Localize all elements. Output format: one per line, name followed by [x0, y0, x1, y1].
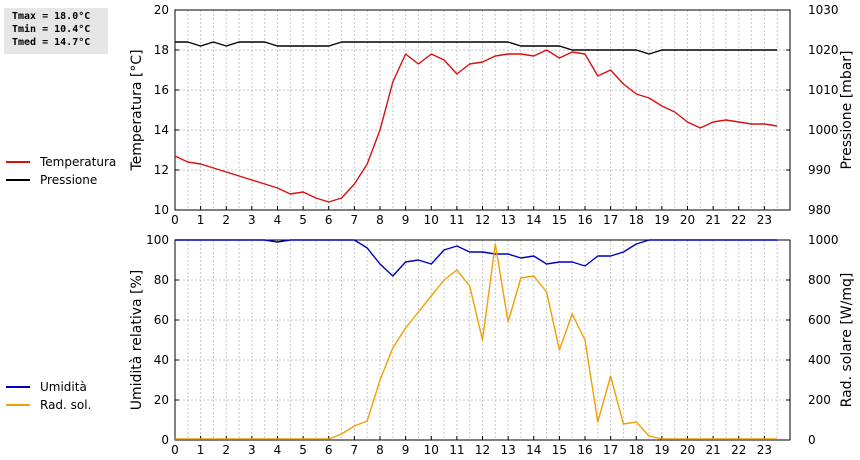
panel2-x-tick-label: 8	[376, 443, 384, 457]
panel1-y-tick-label: 12	[154, 163, 169, 177]
panel2-x-tick-label: 2	[222, 443, 230, 457]
panel1-y-tick-label: 10	[154, 203, 169, 217]
panel2-x-tick-label: 11	[449, 443, 464, 457]
panel2-x-tick-label: 10	[424, 443, 439, 457]
panel1-y2-tick-label: 980	[808, 203, 831, 217]
panel1-x-tick-label: 16	[577, 213, 592, 227]
panel1-x-tick-label: 19	[654, 213, 669, 227]
panel1-y2-tick-label: 1030	[808, 3, 839, 17]
panel2-y2-axis-label: Rad. solare [W/mq]	[839, 273, 855, 408]
panel2-x-tick-label: 20	[680, 443, 695, 457]
panel1-x-tick-label: 13	[500, 213, 515, 227]
panel2-x-tick-label: 3	[248, 443, 256, 457]
panel1-x-tick-label: 17	[603, 213, 618, 227]
panel1-x-tick-label: 14	[526, 213, 541, 227]
panel2-x-tick-label: 13	[500, 443, 515, 457]
panel1-x-tick-label: 3	[248, 213, 256, 227]
panel1-y2-axis-label: Pressione [mbar]	[839, 50, 855, 169]
panel2-y2-tick-label: 200	[808, 393, 831, 407]
panel1-y2-tick-label: 990	[808, 163, 831, 177]
stat-tmax: Tmax = 18.0°C	[12, 11, 91, 22]
panel2-y-tick-label: 0	[161, 433, 169, 447]
panel2-y2-tick-label: 0	[808, 433, 816, 447]
panel2-x-tick-label: 5	[299, 443, 307, 457]
panel2-y-axis-label: Umidità relativa [%]	[129, 270, 145, 411]
panel2-x-tick-label: 7	[351, 443, 359, 457]
panel2-x-tick-label: 12	[475, 443, 490, 457]
panel1-x-tick-label: 9	[402, 213, 410, 227]
panel2-x-tick-label: 19	[654, 443, 669, 457]
panel2-legend-label-2: Rad. sol.	[40, 398, 91, 412]
panel2-legend-label-1: Umidità	[40, 380, 87, 394]
panel2-x-tick-label: 22	[731, 443, 746, 457]
panel2-x-tick-label: 15	[552, 443, 567, 457]
panel1-x-tick-label: 23	[757, 213, 772, 227]
panel2-y2-tick-label: 800	[808, 273, 831, 287]
panel2-x-tick-label: 1	[197, 443, 205, 457]
panel1-x-tick-label: 15	[552, 213, 567, 227]
panel2-x-tick-label: 4	[274, 443, 282, 457]
panel1-y2-tick-label: 1020	[808, 43, 839, 57]
panel2-y-tick-label: 40	[154, 353, 169, 367]
panel2-y-tick-label: 80	[154, 273, 169, 287]
panel2-x-tick-label: 6	[325, 443, 333, 457]
panel1-x-tick-label: 22	[731, 213, 746, 227]
stat-tmin: Tmin = 10.4°C	[12, 24, 91, 35]
panel1-y-tick-label: 20	[154, 3, 169, 17]
panel1-x-tick-label: 8	[376, 213, 384, 227]
panel1-x-tick-label: 12	[475, 213, 490, 227]
panel1-x-tick-label: 4	[274, 213, 282, 227]
panel2-x-tick-label: 21	[705, 443, 720, 457]
panel2-series-line-2	[175, 243, 778, 440]
panel1-x-tick-label: 5	[299, 213, 307, 227]
panel1-x-tick-label: 2	[222, 213, 230, 227]
panel1-x-tick-label: 1	[197, 213, 205, 227]
panel2-series-line-1	[175, 239, 778, 277]
panel1-x-tick-label: 6	[325, 213, 333, 227]
panel2-x-tick-label: 23	[757, 443, 772, 457]
panel2-x-tick-label: 16	[577, 443, 592, 457]
panel1-x-tick-label: 18	[629, 213, 644, 227]
panel1-legend-label-2: Pressione	[40, 173, 97, 187]
panel1-y-tick-label: 14	[154, 123, 169, 137]
panel1-x-tick-label: 10	[424, 213, 439, 227]
panel2-y2-tick-label: 400	[808, 353, 831, 367]
panel1-y2-tick-label: 1000	[808, 123, 839, 137]
stats-box: Tmax = 18.0°C Tmin = 10.4°C Tmed = 14.7°…	[4, 8, 108, 54]
panel2-x-tick-label: 17	[603, 443, 618, 457]
panel2-y-tick-label: 100	[146, 233, 169, 247]
panel1-y-tick-label: 18	[154, 43, 169, 57]
panel2-y2-tick-label: 1000	[808, 233, 839, 247]
panel1-series-line-1	[174, 49, 778, 203]
panel1-legend-label-1: Temperatura	[39, 155, 116, 169]
panel1-y-tick-label: 16	[154, 83, 169, 97]
panel2-x-tick-label: 18	[629, 443, 644, 457]
panel2-x-tick-label: 14	[526, 443, 541, 457]
stat-tmed: Tmed = 14.7°C	[12, 37, 91, 48]
panel2-y2-tick-label: 600	[808, 313, 831, 327]
panel2-x-tick-label: 9	[402, 443, 410, 457]
panel1-x-tick-label: 21	[705, 213, 720, 227]
panel1-y-axis-label: Temperatura [°C]	[129, 49, 145, 171]
panel2-y-tick-label: 60	[154, 313, 169, 327]
panel1-x-tick-label: 0	[171, 213, 179, 227]
panel1-y2-tick-label: 1010	[808, 83, 839, 97]
panel2-y-tick-label: 20	[154, 393, 169, 407]
panel1-x-tick-label: 11	[449, 213, 464, 227]
panel2-x-tick-label: 0	[171, 443, 179, 457]
panel1-series-line-2	[175, 41, 778, 55]
panel1-x-tick-label: 7	[351, 213, 359, 227]
panel1-x-tick-label: 20	[680, 213, 695, 227]
